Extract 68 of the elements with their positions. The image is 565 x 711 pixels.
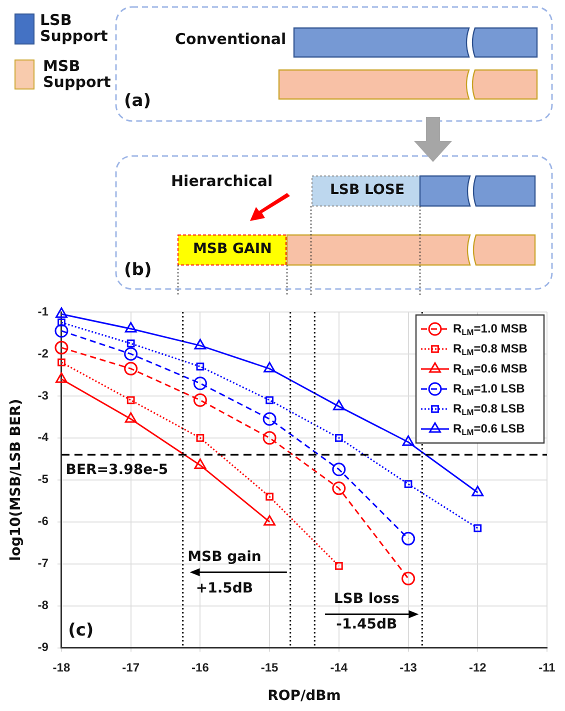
x-tick-label: -15 [260,660,279,674]
point [196,434,204,442]
point [332,482,346,496]
point [194,458,206,469]
y-axis-title: log10(MSB/LSB BER) [8,398,24,561]
point [194,338,206,350]
point [402,532,416,546]
y-tick-label: -8 [38,598,49,612]
x-tick-label: -13 [400,660,418,674]
point [126,396,135,404]
text: Conventional [175,30,286,48]
point [332,462,346,476]
annotation: (c) [68,620,94,640]
text: MSB Support [43,57,111,91]
point [332,400,345,410]
x-axis-title: ROP/dBm [268,688,341,704]
point [54,340,68,354]
point [56,372,68,383]
point [474,524,482,532]
point [124,347,138,361]
y-tick-label: -2 [38,346,49,360]
point [58,318,66,326]
point [126,340,135,348]
point [404,480,412,488]
annotation: -1.45dB [336,616,398,632]
point [472,486,484,496]
x-tick-label: -17 [122,660,140,674]
x-tick-label: -11 [538,660,556,674]
y-tick-label: -4 [38,430,49,444]
y-tick-label: -1 [38,304,49,318]
point [402,435,414,446]
point [56,307,68,318]
text: (a) [124,91,152,111]
y-tick-label: -9 [38,640,49,654]
text: (b) [124,260,152,280]
text: MSB GAIN [193,241,272,257]
point [262,412,276,426]
y-tick-label: -5 [38,472,49,486]
point [262,431,276,445]
point [124,412,137,423]
point [193,376,207,390]
point [193,393,207,407]
point [58,358,66,366]
annotation: BER=3.98e-5 [66,462,168,478]
point [402,572,416,586]
point [54,324,68,338]
x-tick-label: -12 [468,660,487,674]
point [124,362,138,376]
point [266,492,274,501]
annotation: +1.5dB [196,580,254,597]
point [334,562,343,570]
text: LSB Support [40,11,108,45]
point [266,396,274,404]
point [334,434,343,442]
x-tick-label: -18 [52,660,70,674]
x-tick-label: -16 [192,660,210,674]
text: LSB LOSE [330,182,405,198]
point [124,322,137,333]
point [196,362,204,370]
annotation: LSB loss [334,591,400,608]
point [264,362,276,372]
y-tick-label: -6 [38,514,49,528]
x-tick-label: -14 [330,660,348,674]
y-tick-label: -3 [38,388,49,402]
y-tick-label: -7 [38,556,49,570]
annotation: MSB gain [188,549,262,566]
text: Hierarchical [171,172,273,190]
point [264,515,276,526]
